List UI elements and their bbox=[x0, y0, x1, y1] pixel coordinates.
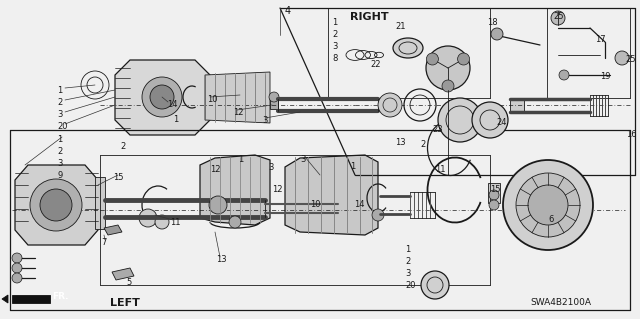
Circle shape bbox=[12, 273, 22, 283]
Circle shape bbox=[438, 98, 482, 142]
Polygon shape bbox=[15, 165, 98, 245]
Polygon shape bbox=[2, 295, 8, 303]
Text: 1: 1 bbox=[332, 18, 337, 27]
Text: 3: 3 bbox=[262, 116, 268, 125]
Polygon shape bbox=[12, 295, 50, 303]
Text: 15: 15 bbox=[490, 185, 500, 194]
Text: 15: 15 bbox=[113, 173, 124, 182]
Circle shape bbox=[458, 53, 470, 65]
Circle shape bbox=[426, 46, 470, 90]
Text: 2: 2 bbox=[405, 257, 410, 266]
Text: 1: 1 bbox=[238, 155, 243, 164]
Circle shape bbox=[40, 189, 72, 221]
Text: 3: 3 bbox=[332, 42, 337, 51]
Text: 1: 1 bbox=[173, 115, 179, 124]
Circle shape bbox=[421, 271, 449, 299]
Ellipse shape bbox=[393, 38, 423, 58]
Polygon shape bbox=[200, 155, 270, 225]
Text: 3: 3 bbox=[300, 155, 305, 164]
Text: FR.: FR. bbox=[52, 292, 68, 301]
Text: 10: 10 bbox=[310, 200, 321, 209]
Text: 19: 19 bbox=[600, 72, 611, 81]
Polygon shape bbox=[112, 268, 134, 280]
Text: 1: 1 bbox=[350, 162, 355, 171]
Text: 3: 3 bbox=[57, 159, 62, 168]
Text: 14: 14 bbox=[167, 100, 177, 109]
Bar bbox=[510, 100, 524, 112]
Text: 11: 11 bbox=[435, 165, 445, 174]
Text: 10: 10 bbox=[207, 95, 218, 104]
Polygon shape bbox=[285, 155, 378, 235]
Text: 23: 23 bbox=[432, 125, 443, 134]
Text: 12: 12 bbox=[272, 185, 282, 194]
Circle shape bbox=[516, 173, 580, 237]
Circle shape bbox=[442, 80, 454, 92]
Bar bbox=[270, 95, 278, 109]
Circle shape bbox=[269, 92, 279, 102]
Circle shape bbox=[472, 102, 508, 138]
Bar bbox=[95, 177, 105, 229]
Circle shape bbox=[551, 11, 565, 25]
Circle shape bbox=[528, 185, 568, 225]
Circle shape bbox=[491, 28, 503, 40]
Text: RIGHT: RIGHT bbox=[350, 12, 388, 22]
Text: 16: 16 bbox=[626, 130, 637, 139]
Text: 13: 13 bbox=[395, 138, 406, 147]
Bar bbox=[488, 183, 500, 203]
Text: 2: 2 bbox=[332, 30, 337, 39]
Circle shape bbox=[372, 209, 384, 221]
Text: 3: 3 bbox=[405, 269, 410, 278]
Text: 1: 1 bbox=[57, 135, 62, 144]
Text: 17: 17 bbox=[595, 35, 605, 44]
Circle shape bbox=[489, 190, 499, 200]
Text: 24: 24 bbox=[496, 118, 506, 127]
Text: 20: 20 bbox=[405, 281, 415, 290]
Circle shape bbox=[155, 215, 169, 229]
Text: 2: 2 bbox=[120, 142, 125, 151]
Text: 11: 11 bbox=[170, 218, 180, 227]
Text: 2: 2 bbox=[420, 140, 425, 149]
Text: 12: 12 bbox=[233, 108, 243, 117]
Text: 7: 7 bbox=[101, 238, 106, 247]
Text: 4: 4 bbox=[285, 6, 291, 16]
Text: 18: 18 bbox=[487, 18, 498, 27]
Text: 5: 5 bbox=[126, 278, 131, 287]
Text: SWA4B2100A: SWA4B2100A bbox=[530, 298, 591, 307]
Text: 25: 25 bbox=[625, 55, 636, 64]
Text: 8: 8 bbox=[332, 54, 337, 63]
Text: 25: 25 bbox=[553, 12, 563, 21]
Polygon shape bbox=[115, 60, 210, 135]
Text: 12: 12 bbox=[210, 165, 221, 174]
Text: 9: 9 bbox=[57, 171, 62, 180]
Circle shape bbox=[503, 160, 593, 250]
Text: 13: 13 bbox=[216, 255, 227, 264]
Text: LEFT: LEFT bbox=[110, 298, 140, 308]
Text: 1: 1 bbox=[57, 86, 62, 95]
Circle shape bbox=[142, 77, 182, 117]
Text: 2: 2 bbox=[57, 98, 62, 107]
Text: 21: 21 bbox=[395, 22, 406, 31]
Circle shape bbox=[615, 51, 629, 65]
Text: 22: 22 bbox=[370, 60, 381, 69]
Text: 14: 14 bbox=[354, 200, 365, 209]
Circle shape bbox=[489, 200, 499, 210]
Text: 2: 2 bbox=[57, 147, 62, 156]
Text: 1: 1 bbox=[405, 245, 410, 254]
Text: 6: 6 bbox=[548, 215, 554, 224]
Circle shape bbox=[426, 53, 438, 65]
Text: 3: 3 bbox=[57, 110, 62, 119]
Circle shape bbox=[12, 253, 22, 263]
Circle shape bbox=[559, 70, 569, 80]
Text: 20: 20 bbox=[57, 122, 67, 131]
Circle shape bbox=[30, 179, 82, 231]
Polygon shape bbox=[205, 72, 270, 123]
Circle shape bbox=[139, 209, 157, 227]
Circle shape bbox=[378, 93, 402, 117]
Circle shape bbox=[229, 216, 241, 228]
Circle shape bbox=[209, 196, 227, 214]
Polygon shape bbox=[104, 225, 122, 235]
Circle shape bbox=[12, 263, 22, 273]
Circle shape bbox=[150, 85, 174, 109]
Text: 3: 3 bbox=[268, 163, 273, 172]
